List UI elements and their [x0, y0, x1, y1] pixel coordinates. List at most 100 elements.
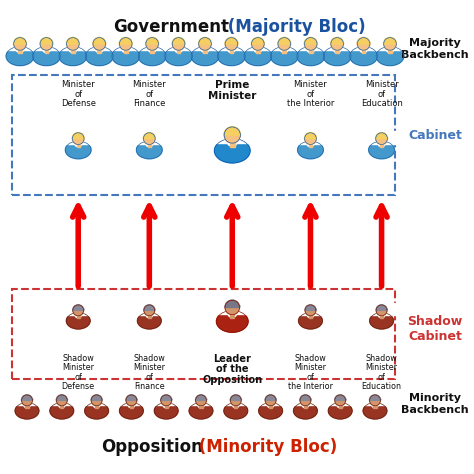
- Bar: [148, 315, 151, 319]
- Ellipse shape: [163, 403, 169, 408]
- Ellipse shape: [309, 309, 316, 310]
- Bar: [200, 405, 202, 409]
- Ellipse shape: [33, 46, 60, 65]
- Wedge shape: [225, 300, 240, 308]
- Ellipse shape: [137, 141, 162, 159]
- Bar: [134, 131, 165, 144]
- Text: Majority
Backbench: Majority Backbench: [401, 38, 469, 60]
- Bar: [164, 405, 168, 409]
- Bar: [203, 49, 207, 53]
- Bar: [295, 131, 326, 144]
- Ellipse shape: [380, 309, 387, 310]
- Wedge shape: [172, 37, 185, 44]
- Circle shape: [383, 37, 396, 50]
- Ellipse shape: [299, 313, 322, 329]
- Ellipse shape: [254, 39, 262, 41]
- Circle shape: [73, 305, 83, 316]
- Wedge shape: [335, 395, 346, 401]
- Ellipse shape: [198, 403, 204, 408]
- Ellipse shape: [93, 403, 100, 408]
- Ellipse shape: [334, 47, 341, 53]
- Ellipse shape: [386, 39, 394, 41]
- Ellipse shape: [302, 403, 309, 408]
- Ellipse shape: [307, 47, 314, 53]
- Bar: [130, 405, 133, 409]
- Circle shape: [91, 395, 102, 406]
- Ellipse shape: [15, 402, 39, 419]
- Wedge shape: [278, 37, 291, 44]
- Ellipse shape: [59, 403, 65, 408]
- Bar: [124, 49, 128, 53]
- Ellipse shape: [199, 399, 207, 400]
- Ellipse shape: [214, 138, 250, 163]
- Bar: [380, 143, 383, 147]
- Circle shape: [144, 133, 155, 145]
- Ellipse shape: [191, 46, 219, 65]
- Circle shape: [278, 37, 291, 50]
- Ellipse shape: [122, 47, 129, 53]
- Bar: [320, 36, 354, 50]
- Ellipse shape: [175, 47, 182, 53]
- Circle shape: [56, 395, 67, 406]
- Circle shape: [331, 37, 344, 50]
- Circle shape: [230, 395, 241, 406]
- Wedge shape: [146, 37, 159, 44]
- Ellipse shape: [255, 47, 261, 53]
- Bar: [82, 393, 111, 405]
- Ellipse shape: [138, 46, 166, 65]
- Wedge shape: [265, 395, 276, 401]
- Ellipse shape: [96, 47, 103, 53]
- Ellipse shape: [60, 399, 67, 400]
- Wedge shape: [304, 37, 317, 44]
- Bar: [230, 141, 235, 147]
- Circle shape: [126, 395, 137, 406]
- Wedge shape: [369, 395, 381, 401]
- Wedge shape: [383, 37, 396, 44]
- Bar: [147, 143, 151, 147]
- Bar: [335, 49, 339, 53]
- Ellipse shape: [373, 399, 381, 400]
- Ellipse shape: [25, 399, 33, 400]
- Ellipse shape: [66, 313, 90, 329]
- Ellipse shape: [75, 313, 81, 318]
- Bar: [186, 393, 216, 405]
- Bar: [82, 36, 116, 50]
- Ellipse shape: [59, 46, 87, 65]
- Bar: [3, 36, 37, 50]
- Ellipse shape: [218, 46, 245, 65]
- Circle shape: [252, 37, 264, 50]
- Bar: [373, 36, 407, 50]
- Bar: [229, 49, 233, 53]
- Bar: [152, 393, 181, 405]
- Ellipse shape: [328, 402, 352, 419]
- Wedge shape: [251, 37, 264, 44]
- Circle shape: [225, 37, 238, 50]
- Ellipse shape: [372, 403, 378, 408]
- Bar: [309, 49, 312, 53]
- Wedge shape: [357, 37, 370, 44]
- Ellipse shape: [147, 309, 155, 310]
- Ellipse shape: [112, 46, 139, 65]
- Ellipse shape: [69, 47, 76, 53]
- Bar: [256, 49, 260, 53]
- Circle shape: [172, 37, 185, 50]
- Circle shape: [370, 395, 381, 406]
- Wedge shape: [300, 395, 311, 401]
- Ellipse shape: [85, 402, 109, 419]
- Ellipse shape: [350, 46, 377, 65]
- Bar: [135, 36, 169, 50]
- Ellipse shape: [386, 47, 393, 53]
- Bar: [366, 131, 397, 144]
- Ellipse shape: [337, 403, 343, 408]
- Ellipse shape: [74, 134, 82, 136]
- Ellipse shape: [233, 403, 239, 408]
- Ellipse shape: [189, 402, 213, 419]
- Ellipse shape: [244, 46, 272, 65]
- Bar: [135, 303, 164, 315]
- Wedge shape: [376, 305, 387, 310]
- Ellipse shape: [224, 402, 248, 419]
- Text: Shadow
Minister
of
Defense: Shadow Minister of Defense: [62, 354, 95, 391]
- Text: Government: Government: [113, 18, 228, 36]
- Circle shape: [376, 305, 387, 316]
- Circle shape: [73, 133, 84, 145]
